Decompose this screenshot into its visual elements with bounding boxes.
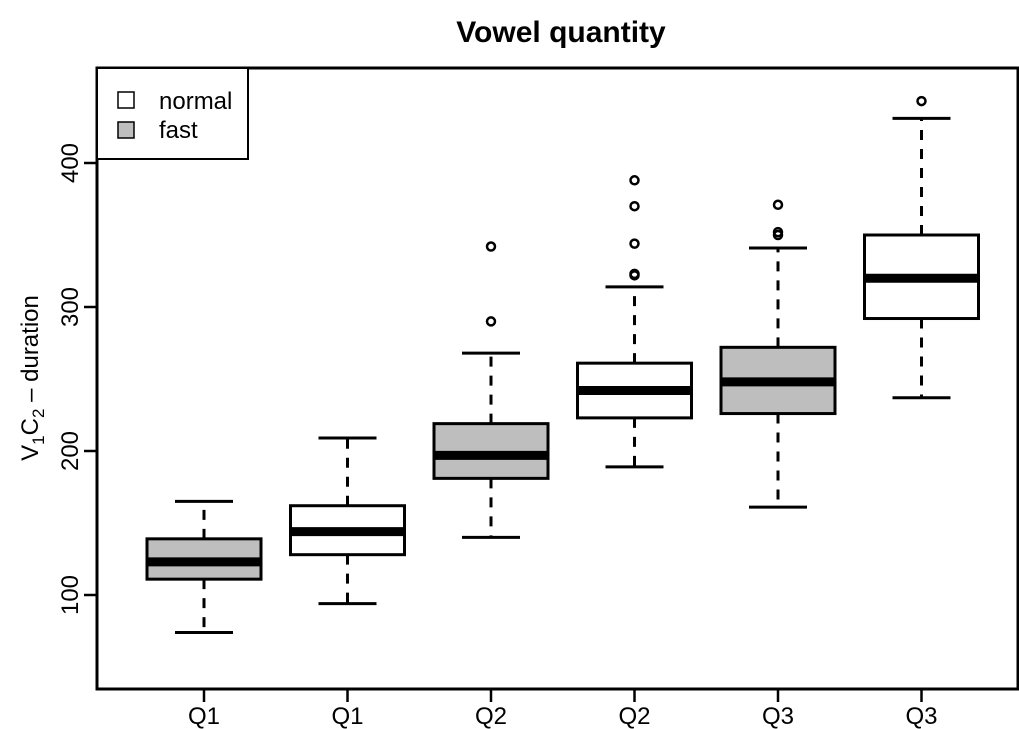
- outlier-point: [629, 200, 640, 212]
- plot-frame: [95, 66, 1019, 691]
- outlier-point: [485, 316, 497, 327]
- y-tick-label: 100: [57, 575, 84, 615]
- outlier-point: [629, 238, 640, 249]
- box-1: [145, 499, 263, 634]
- box-5: [719, 199, 837, 509]
- x-axis: Q1 Q1 Q2 Q2 Q3 Q3: [188, 689, 938, 729]
- y-tick-label: 300: [57, 287, 84, 327]
- outlier-point: [485, 241, 497, 252]
- chart-title: Vowel quantity: [456, 16, 666, 49]
- outlier-point: [629, 268, 640, 280]
- outlier-point: [629, 175, 640, 186]
- y-axis-label: V1C2 – duration: [17, 295, 48, 461]
- x-tick-label: Q1: [188, 703, 220, 729]
- boxes-group: [145, 95, 980, 634]
- box-2: [289, 436, 406, 606]
- legend: normal fast: [96, 67, 249, 160]
- y-axis-label-mid: C: [17, 418, 44, 435]
- y-axis: 100 200 300 400: [57, 143, 97, 615]
- y-tick-label: 200: [57, 431, 84, 471]
- outlier-point: [916, 95, 927, 107]
- box-3: [432, 241, 550, 539]
- box-6: [863, 95, 980, 400]
- outlier-point: [772, 226, 784, 238]
- x-tick-label: Q1: [331, 703, 363, 729]
- y-axis-label-sub1: 1: [29, 435, 48, 444]
- x-tick-label: Q3: [762, 703, 794, 729]
- outlier-point: [772, 199, 784, 211]
- x-tick-label: Q2: [618, 703, 650, 729]
- y-axis-label-main: V: [17, 445, 44, 461]
- legend-label-normal: normal: [159, 88, 232, 115]
- x-tick-label: Q3: [905, 703, 937, 729]
- x-tick-label: Q2: [475, 703, 507, 729]
- y-axis-label-tail: – duration: [17, 295, 44, 408]
- box-4: [576, 175, 693, 469]
- legend-label-fast: fast: [159, 117, 198, 144]
- y-tick-label: 400: [57, 143, 84, 183]
- y-axis-label-sub2: 2: [29, 409, 48, 418]
- legend-frame: [96, 67, 249, 160]
- legend-swatch-fast: [117, 121, 135, 139]
- legend-swatch-normal: [117, 91, 135, 109]
